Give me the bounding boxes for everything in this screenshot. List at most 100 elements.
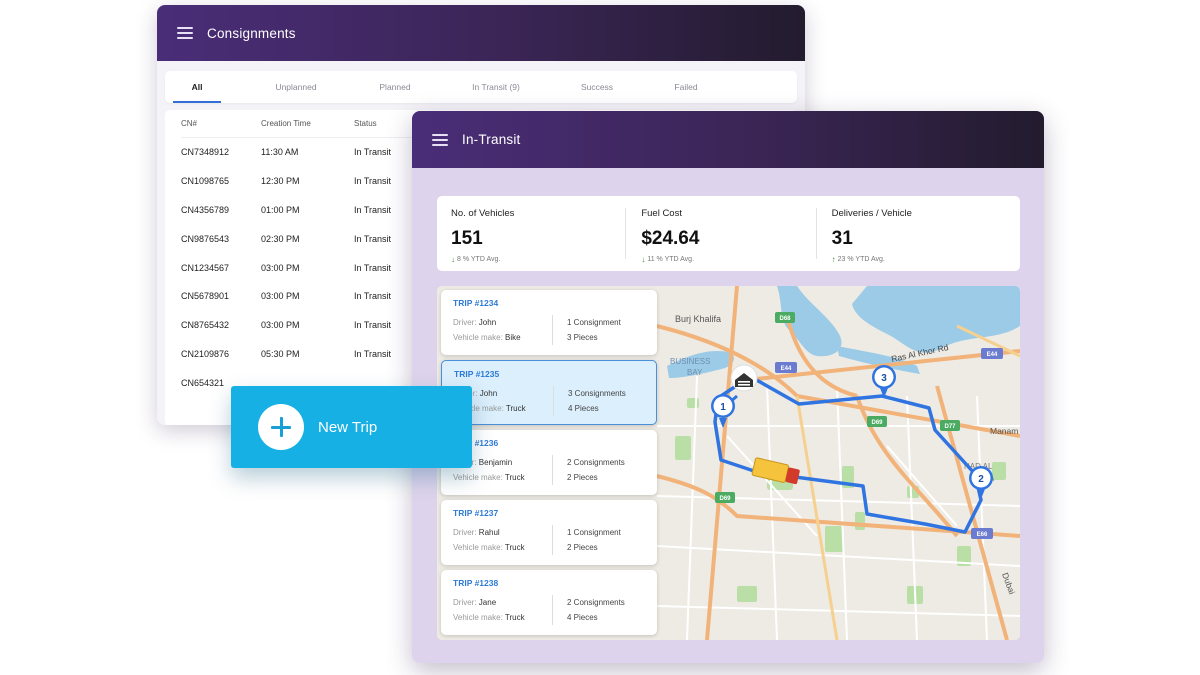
cell-cn: CN1098765 [181, 176, 230, 187]
stop-marker-2[interactable]: 2 [969, 466, 993, 499]
vehicle-make: Bike [505, 333, 521, 342]
table-row[interactable]: CN5678901 03:00 PM In Transit [181, 282, 781, 311]
road-badge-e66: E66 [971, 528, 993, 539]
tab-in-transit[interactable]: In Transit (9) [472, 82, 520, 92]
map-label-business-bay: BUSINESS [670, 357, 710, 366]
new-trip-button[interactable]: New Trip [231, 386, 472, 468]
trip-card[interactable]: TRIP #1238 Driver: Jane Vehicle make: Tru… [441, 570, 657, 635]
road-badges: D68 E44 E44 D69 D77 D69 E66 [715, 312, 1003, 539]
consignment-count: 2 Consignments [567, 598, 625, 607]
table-row[interactable]: CN1234567 03:00 PM In Transit [181, 253, 781, 282]
vehicle-make-label: Vehicle make: [453, 543, 503, 552]
trip-card[interactable]: TRIP #1237 Driver: Rahul Vehicle make: Tr… [441, 500, 657, 565]
trip-id: TRIP #1236 [453, 438, 499, 448]
column-header-status[interactable]: Status [354, 119, 377, 128]
consignment-count: 1 Consignment [567, 528, 621, 537]
vehicle-make-label: Vehicle make: [453, 333, 503, 342]
driver-name: Jane [478, 598, 497, 607]
svg-text:D69: D69 [719, 496, 731, 502]
driver-label: Driver: [453, 598, 477, 607]
vehicle-make: Truck [504, 613, 525, 622]
status-tabs: All Unplanned Planned In Transit (9) Suc… [165, 71, 797, 103]
plus-icon [258, 404, 304, 450]
svg-text:E66: E66 [977, 532, 988, 538]
map-label-bay: BAY [687, 368, 703, 377]
cell-cn: CN1234567 [181, 262, 230, 273]
delivery-route [713, 376, 983, 534]
vehicle-make-label: Vehicle make: [454, 404, 504, 413]
trip-card[interactable]: TRIP #1234 Driver: John Vehicle make: Bik… [441, 290, 657, 355]
trip-id: TRIP #1237 [453, 508, 499, 518]
kpi-value: $24.64 [641, 228, 700, 249]
trend-down-arrow-icon: ↓ [451, 255, 455, 264]
kpi-note: 8 % YTD Avg. [457, 256, 501, 263]
cell-creation-time: 03:00 PM [261, 291, 300, 302]
cell-status: In Transit [354, 320, 392, 331]
creek [777, 286, 842, 357]
trip-id: TRIP #1234 [453, 298, 499, 308]
road-badge-d68: D68 [775, 312, 795, 323]
kpi-value: 31 [831, 228, 853, 249]
driver-name: John [479, 389, 498, 398]
trip-id: TRIP #1235 [454, 369, 500, 379]
cell-creation-time: 12:30 PM [261, 176, 300, 187]
road-badge-d77: D77 [940, 420, 960, 431]
truck-icon [751, 457, 800, 485]
kpi-vehicles: No. of Vehicles 151 ↓ 8 % YTD Avg. [451, 208, 625, 264]
kpi-fuel-cost: Fuel Cost $24.64 ↓ 11 % YTD Avg. [625, 208, 815, 264]
piece-count: 3 Pieces [567, 333, 598, 342]
cell-status: In Transit [354, 291, 392, 302]
in-transit-title: In-Transit [462, 132, 521, 147]
warehouse-icon [730, 364, 758, 392]
cell-creation-time: 03:00 PM [261, 320, 300, 331]
column-header-cn[interactable]: CN# [181, 119, 198, 128]
table-row[interactable]: CN4356789 01:00 PM In Transit [181, 196, 781, 225]
trend-down-arrow-icon: ↓ [641, 255, 646, 264]
cell-status: In Transit [354, 204, 392, 215]
consignments-title: Consignments [207, 25, 296, 41]
stop-marker-1[interactable]: 1 [711, 394, 735, 428]
kpi-label: Fuel Cost [641, 208, 682, 219]
cell-status: In Transit [354, 176, 392, 187]
table-row[interactable]: CN2109876 05:30 PM In Transit [181, 340, 781, 369]
table-row[interactable]: CN1098765 12:30 PM In Transit [181, 167, 781, 196]
stop-marker-3[interactable]: 3 [872, 365, 896, 398]
trip-id: TRIP #1238 [453, 578, 499, 588]
new-trip-label: New Trip [318, 418, 378, 436]
tab-failed[interactable]: Failed [674, 82, 698, 92]
in-transit-window: In-Transit No. of Vehicles 151 ↓ 8 % YTD … [412, 111, 1044, 663]
route-map[interactable]: Burj Khalifa BUSINESS BAY Ras Al Khor Rd… [437, 286, 1020, 640]
driver-label: Driver: [453, 318, 477, 327]
vehicle-make: Truck [504, 473, 525, 482]
piece-count: 2 Pieces [567, 543, 598, 552]
table-row[interactable]: CN9876543 02:30 PM In Transit [181, 224, 781, 253]
cell-creation-time: 11:30 AM [261, 147, 299, 158]
cell-status: In Transit [354, 147, 392, 158]
cell-creation-time: 02:30 PM [261, 233, 300, 244]
cell-status: In Transit [354, 233, 392, 244]
cell-cn: CN9876543 [181, 233, 230, 244]
cell-cn: CN8765432 [181, 320, 230, 331]
map-label-manama: Manam [990, 426, 1018, 436]
table-row[interactable]: CN8765432 03:00 PM In Transit [181, 311, 781, 340]
tab-planned[interactable]: Planned [379, 82, 411, 92]
hamburger-menu-icon[interactable] [432, 133, 448, 146]
consignment-count: 1 Consignment [567, 318, 621, 327]
table-row[interactable]: CN7348912 11:30 AM In Transit [181, 138, 781, 167]
kpi-label: No. of Vehicles [451, 208, 515, 219]
hamburger-menu-icon[interactable] [177, 27, 193, 39]
table-row[interactable]: CN654321 [181, 368, 781, 397]
column-header-creation-time[interactable]: Creation Time [261, 119, 311, 128]
kpi-note: 23 % YTD Avg. [837, 256, 885, 263]
kpi-value: 151 [451, 228, 483, 249]
driver-name: Benjamin [478, 458, 513, 467]
tab-unplanned[interactable]: Unplanned [275, 82, 317, 92]
kpi-deliveries-per-vehicle: Deliveries / Vehicle 31 ↑ 23 % YTD Avg. [815, 208, 1006, 264]
trend-up-arrow-icon: ↑ [831, 255, 836, 264]
tab-success[interactable]: Success [580, 82, 614, 92]
driver-label: Driver: [453, 528, 477, 537]
road-badge-d69: D69 [867, 416, 887, 427]
tab-all[interactable]: All [173, 71, 221, 103]
